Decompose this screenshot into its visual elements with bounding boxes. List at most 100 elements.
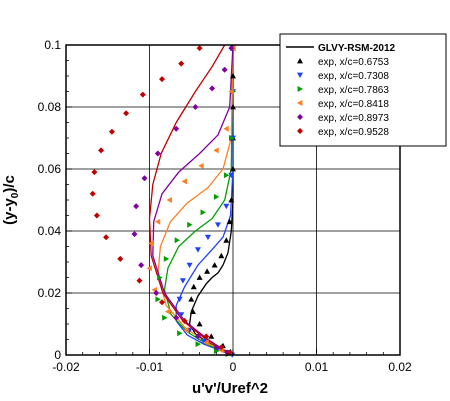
- data-point: [203, 339, 209, 346]
- data-point: [221, 66, 228, 73]
- legend-entry-label: exp, x/c=0.9528: [318, 127, 389, 138]
- data-point: [173, 125, 180, 132]
- data-point: [194, 247, 201, 253]
- data-point: [213, 347, 220, 354]
- data-point: [196, 321, 203, 327]
- data-point: [190, 283, 197, 290]
- legend: GLVY-RSM-2012 exp, x/c=0.6753 exp, x/c=0.7…: [279, 33, 447, 147]
- data-point: [213, 193, 220, 200]
- data-point: [230, 166, 236, 172]
- legend-marker-swatch: [297, 58, 303, 64]
- data-point: [178, 312, 185, 318]
- data-point: [211, 262, 218, 268]
- legend-marker-swatch: [297, 86, 303, 92]
- data-point: [196, 274, 203, 280]
- data-point: [89, 190, 96, 197]
- data-point: [218, 252, 225, 259]
- data-point: [183, 327, 189, 334]
- data-point: [223, 125, 229, 132]
- data-point: [204, 268, 211, 274]
- y-tick-label: 0: [54, 348, 61, 362]
- data-point: [159, 299, 166, 306]
- data-point: [162, 314, 168, 321]
- series-line: [152, 44, 234, 356]
- data-point: [141, 175, 148, 182]
- data-point: [179, 278, 186, 284]
- data-point: [148, 240, 154, 247]
- x-axis-label: u'v'/Uref^2: [192, 380, 268, 397]
- data-point: [214, 222, 221, 228]
- data-point: [186, 262, 193, 269]
- data-point: [223, 203, 230, 210]
- data-point: [213, 147, 219, 154]
- data-point: [98, 147, 105, 154]
- data-point: [200, 338, 207, 345]
- data-point: [230, 104, 236, 110]
- data-point: [155, 296, 161, 303]
- data-point: [228, 135, 235, 141]
- legend-entry-label: exp, x/c=0.7863: [318, 85, 389, 96]
- data-point: [213, 344, 220, 351]
- legend-marker-swatch: [297, 72, 303, 78]
- data-point: [200, 209, 206, 216]
- legend-entry-label: exp, x/c=0.7308: [318, 71, 389, 82]
- data-point: [123, 110, 130, 117]
- legend-marker-swatch: [297, 114, 303, 120]
- data-point: [103, 234, 110, 241]
- data-point: [226, 349, 233, 356]
- data-point: [188, 296, 195, 302]
- data-point: [204, 234, 211, 241]
- data-point: [230, 73, 236, 79]
- y-axis-label: (y-y0)/c: [1, 175, 21, 225]
- data-point: [209, 85, 216, 92]
- data-point: [154, 218, 161, 225]
- data-point: [203, 333, 210, 340]
- data-point: [178, 60, 185, 67]
- legend-box: [279, 33, 447, 147]
- data-point: [166, 197, 172, 203]
- y-tick-label: 0.04: [38, 224, 62, 238]
- data-point: [187, 221, 193, 228]
- x-tick-label: 0.02: [388, 360, 412, 374]
- y-tick-label: 0.1: [44, 38, 61, 52]
- data-point: [146, 265, 152, 272]
- data-point: [208, 333, 215, 339]
- data-point: [195, 341, 201, 348]
- data-point: [228, 197, 235, 203]
- data-point: [228, 45, 235, 52]
- legend-marker-swatch: [297, 100, 303, 106]
- data-point: [192, 104, 199, 110]
- data-point: [108, 128, 115, 135]
- data-point: [176, 296, 183, 303]
- y-tick-label: 0.06: [38, 162, 62, 176]
- data-point: [164, 308, 171, 315]
- x-tick-label: -0.02: [52, 360, 80, 374]
- data-point: [177, 330, 183, 337]
- data-point: [159, 76, 166, 83]
- data-point: [157, 274, 163, 281]
- legend-entry-label: GLVY-RSM-2012: [318, 43, 395, 54]
- x-tick-label: 0: [230, 360, 237, 374]
- legend-marker-swatch: [297, 128, 303, 134]
- data-point: [194, 333, 201, 340]
- y-tick-label: 0.08: [38, 100, 62, 114]
- data-point: [226, 218, 233, 225]
- data-point: [181, 317, 188, 324]
- data-point: [173, 314, 180, 321]
- data-point: [223, 237, 230, 243]
- legend-entry-label: exp, x/c=0.8418: [318, 99, 389, 110]
- x-tick-label: -0.01: [136, 360, 164, 374]
- legend-entry-label: exp, x/c=0.8973: [318, 113, 389, 124]
- data-point: [189, 308, 196, 314]
- data-point: [138, 262, 145, 269]
- data-point: [91, 169, 98, 176]
- data-point: [196, 45, 203, 52]
- data-point: [117, 255, 124, 262]
- data-point: [131, 231, 138, 238]
- legend-entry-label: exp, x/c=0.6753: [318, 57, 389, 68]
- data-point: [93, 212, 100, 219]
- data-point: [174, 237, 181, 244]
- data-point: [228, 172, 235, 179]
- data-point: [181, 178, 187, 185]
